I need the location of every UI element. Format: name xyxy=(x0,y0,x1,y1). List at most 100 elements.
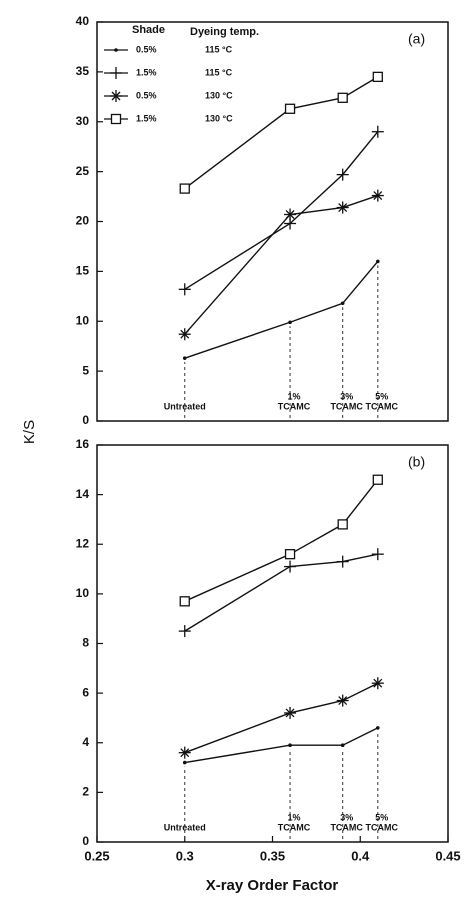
y-tick-label: 40 xyxy=(76,14,90,28)
plot-frame xyxy=(96,444,449,843)
annotation: 5% xyxy=(375,391,388,401)
y-tick-label: 8 xyxy=(82,636,89,650)
marker xyxy=(340,301,345,306)
legend-header: Dyeing temp. xyxy=(190,26,259,38)
annotation: TCAMC xyxy=(366,822,399,832)
square xyxy=(179,183,190,194)
legend-label: 0.5% xyxy=(136,44,157,54)
annotation: 3% xyxy=(340,391,353,401)
stroke xyxy=(111,91,121,101)
stroke xyxy=(285,210,295,219)
square xyxy=(110,113,122,125)
y-tick-label: 25 xyxy=(76,164,90,178)
y-tick-label: 16 xyxy=(76,437,90,451)
dot xyxy=(376,726,380,730)
y-axis-label: K/S xyxy=(21,420,38,444)
series-line xyxy=(184,479,379,602)
dot xyxy=(182,760,187,765)
legend-header: Shade xyxy=(132,24,165,36)
x-axis-label: X-ray Order Factor xyxy=(206,877,339,894)
marker xyxy=(179,183,190,194)
marker xyxy=(114,48,118,52)
marker xyxy=(110,113,122,125)
marker xyxy=(284,103,296,114)
dot xyxy=(288,320,292,325)
marker xyxy=(179,596,190,607)
marker xyxy=(178,283,191,296)
annotation: Untreated xyxy=(164,822,206,832)
stroke xyxy=(180,748,190,758)
marker xyxy=(336,168,349,181)
marker xyxy=(284,706,297,719)
y-tick-label: 0 xyxy=(82,413,89,427)
x-tick-label: 0.3 xyxy=(176,848,194,863)
x-tick-label: 0.35 xyxy=(260,848,285,863)
marker xyxy=(182,760,187,765)
y-tick-label: 30 xyxy=(76,114,90,128)
panel-label: (a) xyxy=(408,31,425,47)
y-tick-label: 10 xyxy=(76,313,90,327)
series-line xyxy=(184,727,379,764)
marker xyxy=(376,259,380,264)
stroke xyxy=(285,708,295,718)
series-line xyxy=(184,194,379,335)
marker xyxy=(371,125,384,138)
marker xyxy=(110,90,122,102)
legend-label: 1.5% xyxy=(136,67,157,77)
marker xyxy=(376,726,380,730)
series-line xyxy=(184,76,379,190)
marker xyxy=(337,519,348,530)
y-tick-label: 4 xyxy=(82,735,89,749)
dot xyxy=(182,356,187,360)
dot xyxy=(376,259,380,264)
legend-temp: 115 °C xyxy=(205,67,233,77)
marker xyxy=(284,208,297,221)
stroke xyxy=(180,329,190,339)
plot-frame xyxy=(96,21,449,422)
annotation: TCAMC xyxy=(278,401,311,411)
annotation: TCAMC xyxy=(330,401,363,411)
square xyxy=(337,519,348,530)
marker xyxy=(336,555,349,568)
y-tick-label: 0 xyxy=(82,834,89,848)
annotation: TCAMC xyxy=(278,822,311,832)
y-tick-label: 14 xyxy=(76,487,90,501)
y-tick-label: 20 xyxy=(76,214,90,228)
marker xyxy=(284,560,297,573)
x-tick-label: 0.25 xyxy=(84,848,109,863)
marker xyxy=(371,677,384,690)
marker xyxy=(182,356,187,360)
square xyxy=(284,549,296,560)
marker xyxy=(288,743,292,748)
dot xyxy=(288,743,292,748)
marker xyxy=(336,201,349,214)
y-tick-label: 2 xyxy=(82,785,89,799)
square xyxy=(337,92,348,103)
annotation: TCAMC xyxy=(330,822,363,832)
dot xyxy=(340,301,345,306)
series-line xyxy=(184,553,378,632)
annotation: 1% xyxy=(288,391,301,401)
legend-temp: 130 °C xyxy=(205,90,233,100)
square xyxy=(372,71,383,83)
y-tick-label: 6 xyxy=(82,685,89,699)
marker xyxy=(372,71,383,83)
stroke xyxy=(373,678,383,688)
stroke xyxy=(338,203,348,212)
square xyxy=(372,474,383,485)
panel-label: (b) xyxy=(408,454,425,470)
marker xyxy=(371,189,384,202)
annotation: 1% xyxy=(288,812,301,822)
y-tick-label: 10 xyxy=(76,586,90,600)
marker xyxy=(371,548,384,561)
marker xyxy=(178,746,191,759)
marker xyxy=(336,694,349,707)
x-tick-label: 0.4 xyxy=(351,848,370,863)
annotation: TCAMC xyxy=(366,401,399,411)
y-tick-label: 12 xyxy=(76,536,90,550)
x-tick-label: 0.45 xyxy=(435,848,460,863)
annotation: 5% xyxy=(375,812,388,822)
square xyxy=(179,596,190,607)
dot xyxy=(340,743,345,748)
